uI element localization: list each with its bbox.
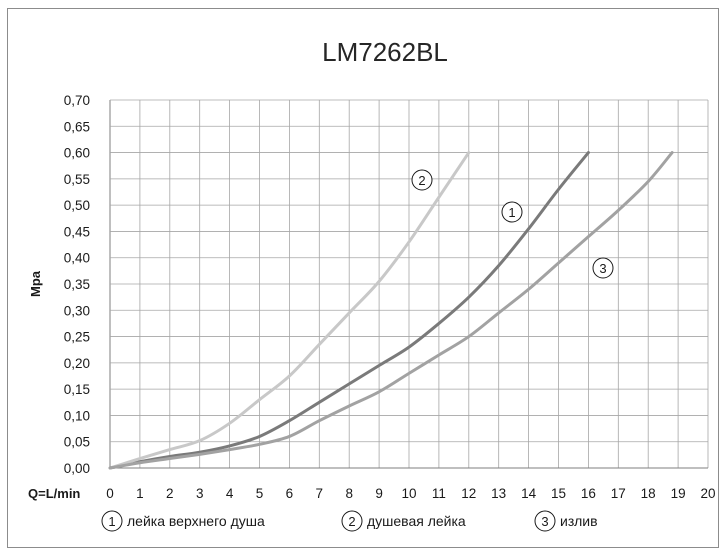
legend-marker-circle [341,510,363,532]
y-tick-label: 0,30 [64,303,90,318]
x-tick-label: 18 [641,486,656,501]
x-tick-label: 16 [581,486,596,501]
x-tick-label: 7 [316,486,324,501]
legend: 1 лейка верхнего душа 2 душевая лейка 3 излив [101,510,598,532]
x-tick-label: 8 [345,486,353,501]
tick-labels: 0 1 2 3 4 5 6 7 8 9 10 11 12 13 14 15 16 17 18 19 200,000,05… [64,93,716,501]
x-tick-label: 0 [106,486,114,501]
x-tick-label: 4 [226,486,234,501]
x-tick-label: 2 [166,486,174,501]
x-tick-label: 1 [136,486,144,501]
x-tick-label: 9 [375,486,383,501]
y-axis-label: Mpa [28,270,43,297]
y-tick-label: 0,10 [64,408,90,423]
y-tick-label: 0,00 [64,461,90,476]
x-axis-label: Q=L/min [28,486,80,501]
y-tick-label: 0,05 [64,435,90,450]
y-tick-label: 0,70 [64,93,90,108]
x-tick-label: 14 [521,486,537,501]
legend-entry-label: излив [560,513,598,529]
legend-entry-label: лейка верхнего душа [127,513,265,529]
x-tick-label: 17 [611,486,626,501]
x-tick-label: 3 [196,486,204,501]
series-line-1 [108,151,590,470]
y-tick-label: 0,60 [64,146,90,161]
legend-marker-number: 2 [348,514,355,529]
legend-entry-label: душевая лейка [367,513,466,529]
x-tick-label: 5 [256,486,264,501]
y-tick-label: 0,45 [64,224,90,239]
x-tick-label: 13 [491,486,506,501]
x-tick-label: 10 [401,486,416,501]
x-tick-label: 20 [700,486,715,501]
y-tick-label: 0,35 [64,277,90,292]
x-tick-label: 12 [461,486,476,501]
series-marker-circle [501,201,523,223]
series-line-3 [108,151,674,470]
series-marker-circle [411,169,433,191]
series-lines: 1 2 3 [108,151,674,470]
y-tick-label: 0,20 [64,356,90,371]
y-tick-label: 0,15 [64,382,90,397]
x-tick-label: 15 [551,486,566,501]
legend-marker-circle [534,510,556,532]
y-tick-label: 0,55 [64,172,90,187]
series-line-2 [108,151,471,470]
grid [109,99,709,469]
legend-marker-number: 3 [541,514,548,529]
y-tick-label: 0,25 [64,330,90,345]
y-tick-label: 0,40 [64,251,90,266]
x-tick-label: 11 [432,486,446,501]
legend-marker-number: 1 [108,514,115,529]
series-marker-number: 2 [418,173,425,188]
x-tick-label: 19 [671,486,686,501]
series-marker-circle [592,257,614,279]
series-marker-number: 1 [508,205,515,220]
y-tick-label: 0,50 [64,198,90,213]
y-tick-label: 0,65 [64,119,90,134]
x-tick-label: 6 [286,486,294,501]
chart-title: LM7262BL [322,37,448,67]
series-marker-number: 3 [599,261,606,276]
legend-marker-circle [101,510,123,532]
